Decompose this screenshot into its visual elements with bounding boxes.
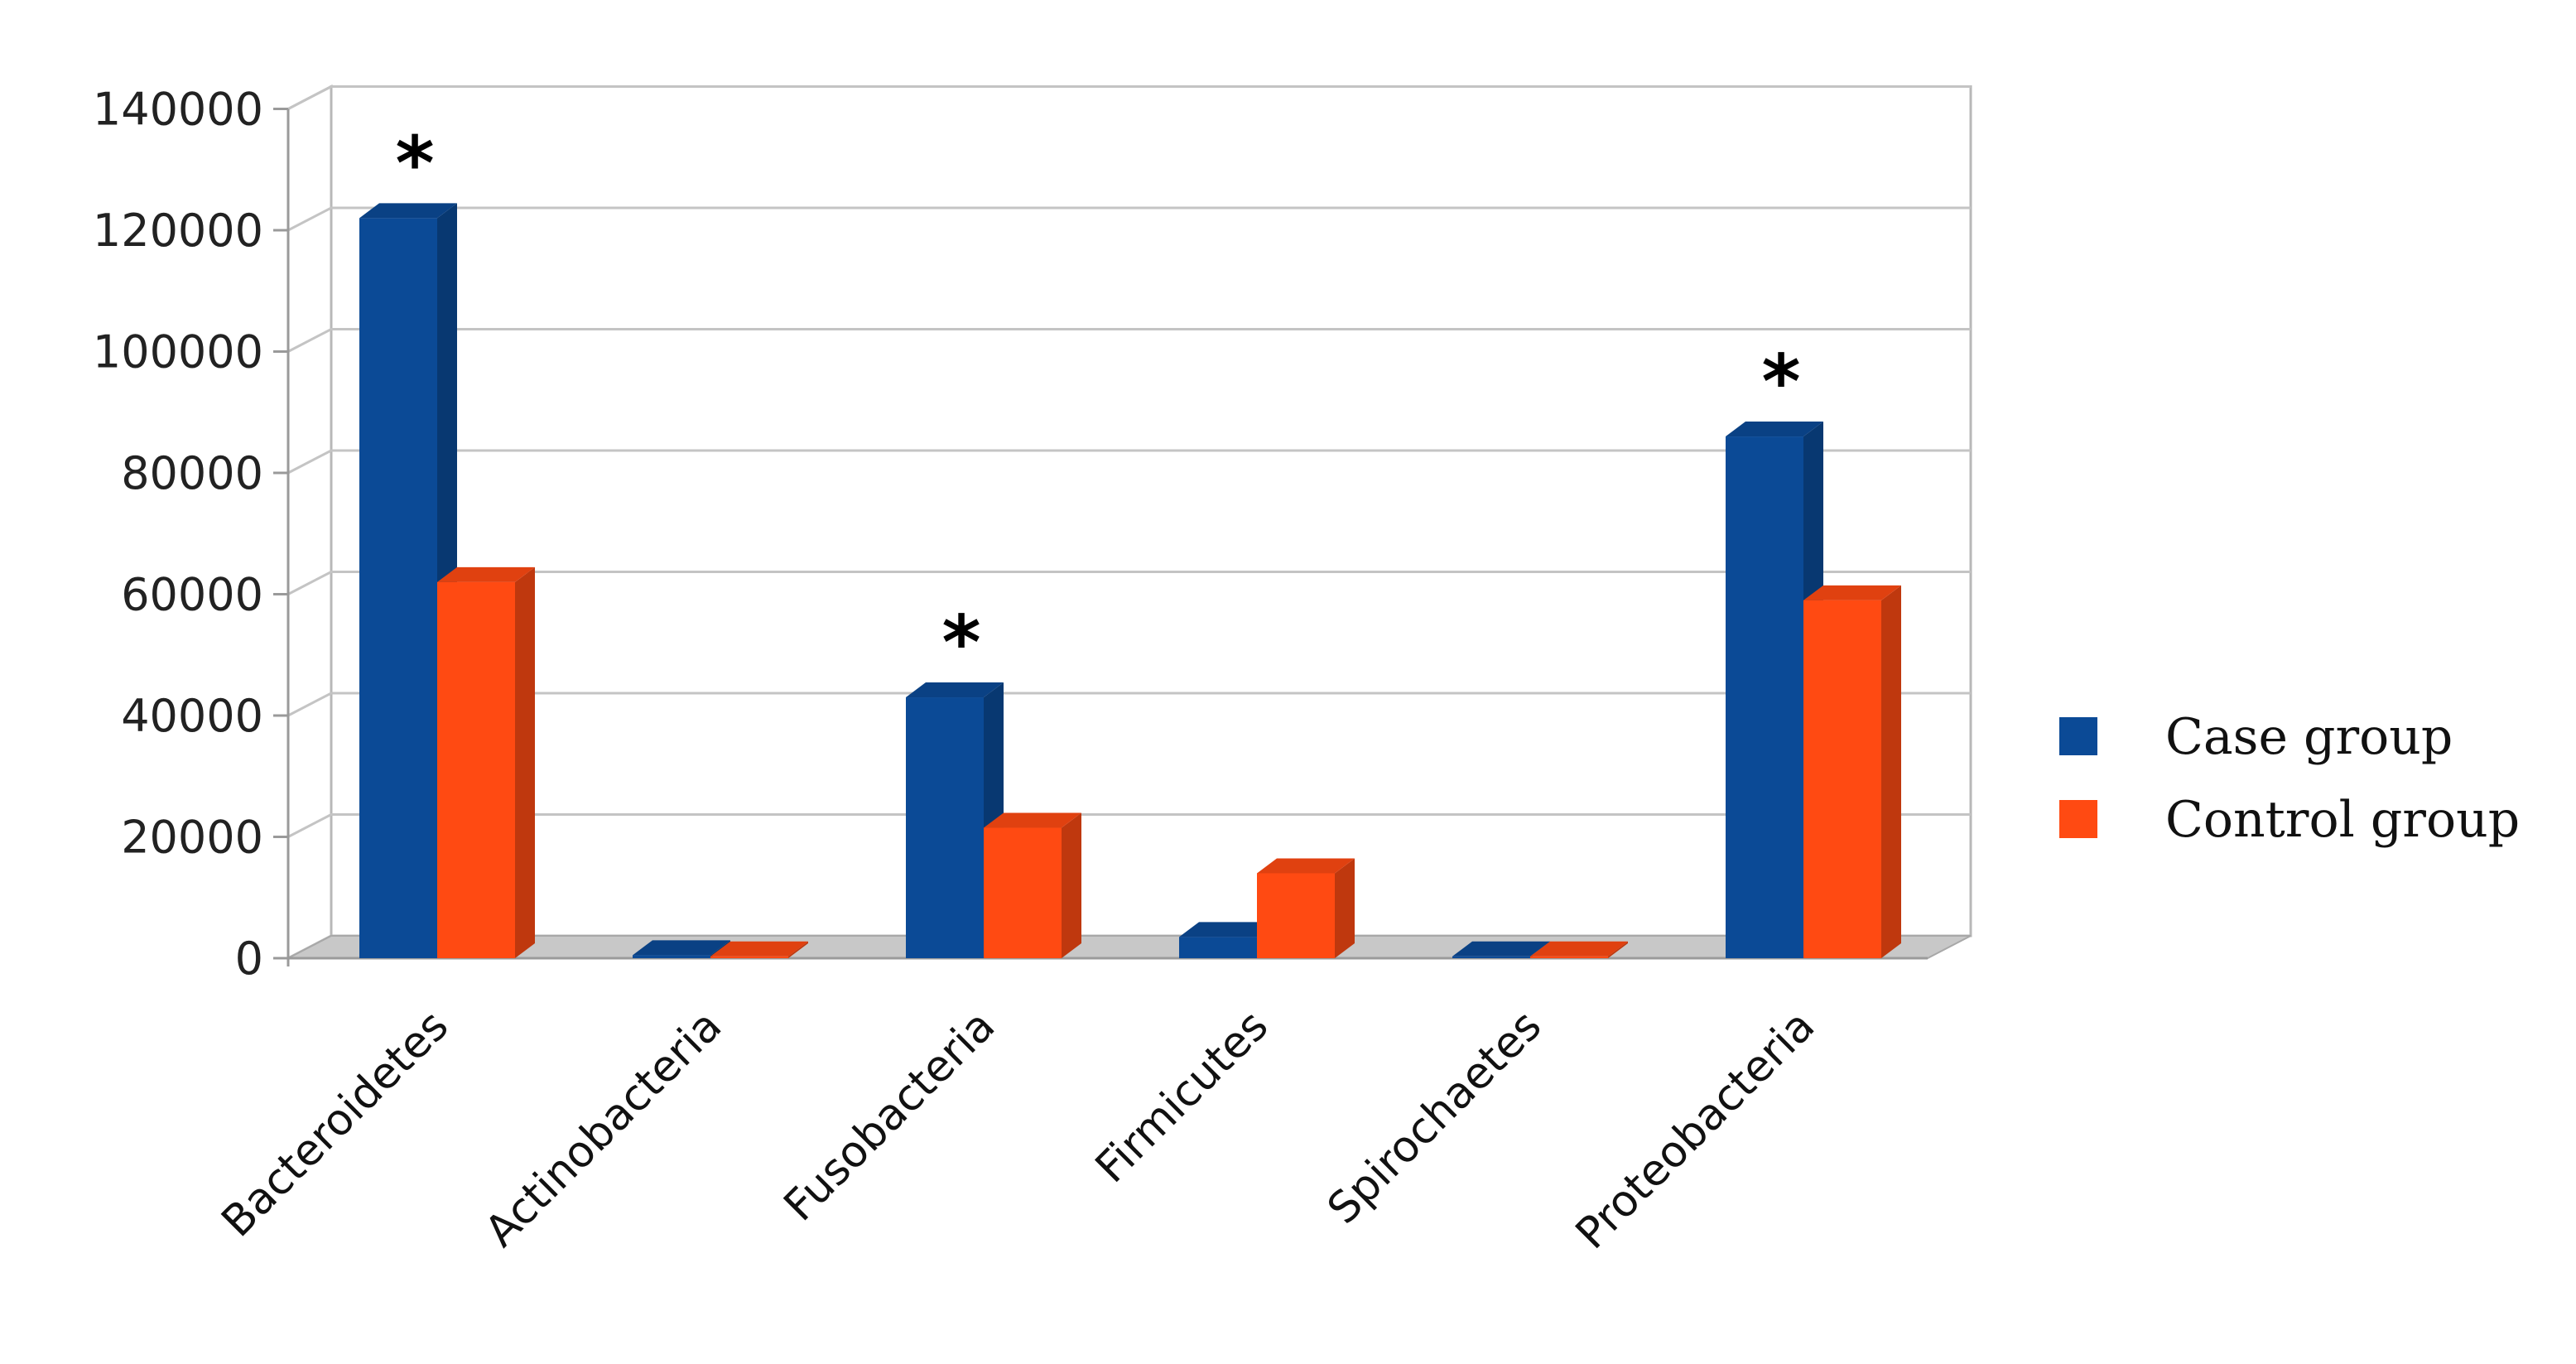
bar-front [710, 956, 788, 958]
chart-floor [287, 935, 1972, 959]
bar-side [1881, 585, 1901, 958]
bar-side [515, 566, 535, 958]
bar-front [359, 218, 437, 959]
bar-front [633, 955, 710, 958]
bar-top [906, 682, 1004, 698]
significance-marker: * [941, 600, 980, 687]
bar-front [1726, 436, 1803, 958]
y-tick-label: 140000 [93, 84, 263, 136]
gridline [287, 449, 1971, 475]
x-category-label: Proteobacteria [1567, 1001, 1824, 1259]
bar-front [1530, 956, 1608, 958]
legend-label: Control group [2165, 791, 2520, 849]
bar-top [1452, 941, 1550, 957]
bar-front [1803, 600, 1881, 958]
bar-front [437, 581, 515, 958]
bar [1530, 941, 1628, 958]
bar-side [1062, 812, 1081, 958]
bar-top [1257, 858, 1355, 874]
legend-item: Case group [2059, 708, 2453, 766]
bar-front [984, 827, 1062, 958]
bar-top [437, 566, 535, 582]
bar-front [906, 697, 984, 958]
bar [710, 941, 808, 958]
y-tick-label: 40000 [121, 690, 263, 742]
bar-front [1452, 956, 1530, 958]
bar-top [984, 812, 1081, 828]
legend-swatch [2059, 717, 2097, 755]
gridline [287, 206, 1971, 232]
bar-front [1257, 873, 1335, 958]
bar-side [788, 941, 808, 958]
legend-swatch [2059, 800, 2097, 838]
gridline [287, 692, 1971, 717]
x-category-label: Fusobacteria [775, 1001, 1005, 1231]
bar-front [1179, 937, 1257, 958]
bar [1257, 858, 1355, 958]
x-category-label: Firmicutes [1086, 1001, 1278, 1193]
bar-side [1608, 941, 1628, 958]
gridline [287, 85, 1971, 110]
bar-top [1179, 922, 1277, 937]
chart-side-wall [286, 84, 333, 961]
bar [437, 566, 535, 958]
y-tick-label: 80000 [121, 447, 263, 499]
x-category-label: Actinobacteria [476, 1001, 732, 1257]
x-category-label: Bacteroidetes [213, 1001, 459, 1247]
y-tick-label: 100000 [93, 326, 263, 378]
bar-top [633, 940, 730, 956]
bar [984, 812, 1081, 958]
x-category-label: Spirochaetes [1318, 1001, 1551, 1234]
legend-item: Control group [2059, 791, 2520, 849]
bar-top [359, 203, 457, 219]
gridline [287, 571, 1971, 595]
bar-top [1803, 585, 1901, 600]
y-tick-label: 60000 [121, 569, 263, 621]
legend-label: Case group [2165, 708, 2453, 766]
y-tick-label: 20000 [121, 812, 263, 864]
y-tick-label: 120000 [93, 205, 263, 257]
chart-back-wall [330, 85, 1972, 937]
gridline [287, 328, 1971, 353]
y-tick-label: 0 [235, 933, 263, 985]
bar-top [710, 941, 808, 957]
gridline [287, 813, 1971, 838]
significance-marker: * [395, 120, 434, 207]
bar-top [1530, 941, 1628, 957]
bar [1803, 585, 1901, 958]
bar-side [1335, 858, 1355, 958]
bar-top [1726, 422, 1823, 437]
significance-marker: * [1761, 339, 1800, 426]
